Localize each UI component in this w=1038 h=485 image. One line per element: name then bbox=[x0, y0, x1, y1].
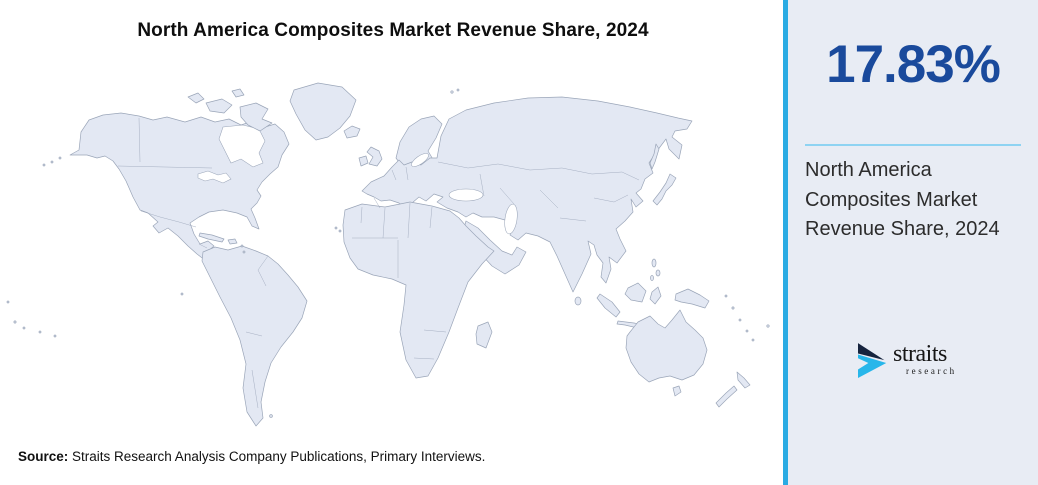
logo-name: straits bbox=[893, 341, 947, 367]
source-text: Straits Research Analysis Company Public… bbox=[68, 449, 486, 464]
source-note: Source: Straits Research Analysis Compan… bbox=[18, 449, 485, 464]
continent-eurasia bbox=[361, 96, 693, 293]
logo-mark-icon bbox=[858, 343, 887, 378]
world-map-icon bbox=[6, 82, 770, 427]
stat-description-line: North America bbox=[805, 159, 932, 181]
country-borders bbox=[117, 117, 640, 409]
island-specks bbox=[6, 88, 770, 418]
stat-divider bbox=[805, 144, 1021, 146]
greenland bbox=[289, 82, 357, 141]
stat-description: North America Composites Market Revenue … bbox=[805, 156, 1027, 245]
source-label: Source: bbox=[18, 449, 69, 464]
stat-description-line: Composites Market bbox=[805, 188, 978, 211]
logo-wordmark: straits research bbox=[893, 341, 957, 376]
continent-australia bbox=[625, 309, 708, 383]
logo-subtext: research bbox=[906, 366, 957, 376]
continent-south-america bbox=[201, 245, 308, 427]
stat-description-line: Revenue Share, 2024 bbox=[805, 218, 1000, 240]
straits-research-logo: straits research bbox=[858, 341, 957, 381]
continents bbox=[6, 82, 770, 427]
stat-panel: 17.83% North America Composites Market R… bbox=[788, 0, 1038, 485]
stat-value: 17.83% bbox=[826, 35, 1001, 94]
map-title: North America Composites Market Revenue … bbox=[137, 20, 649, 41]
continent-africa bbox=[342, 201, 495, 379]
accent-divider-vertical bbox=[783, 0, 788, 485]
